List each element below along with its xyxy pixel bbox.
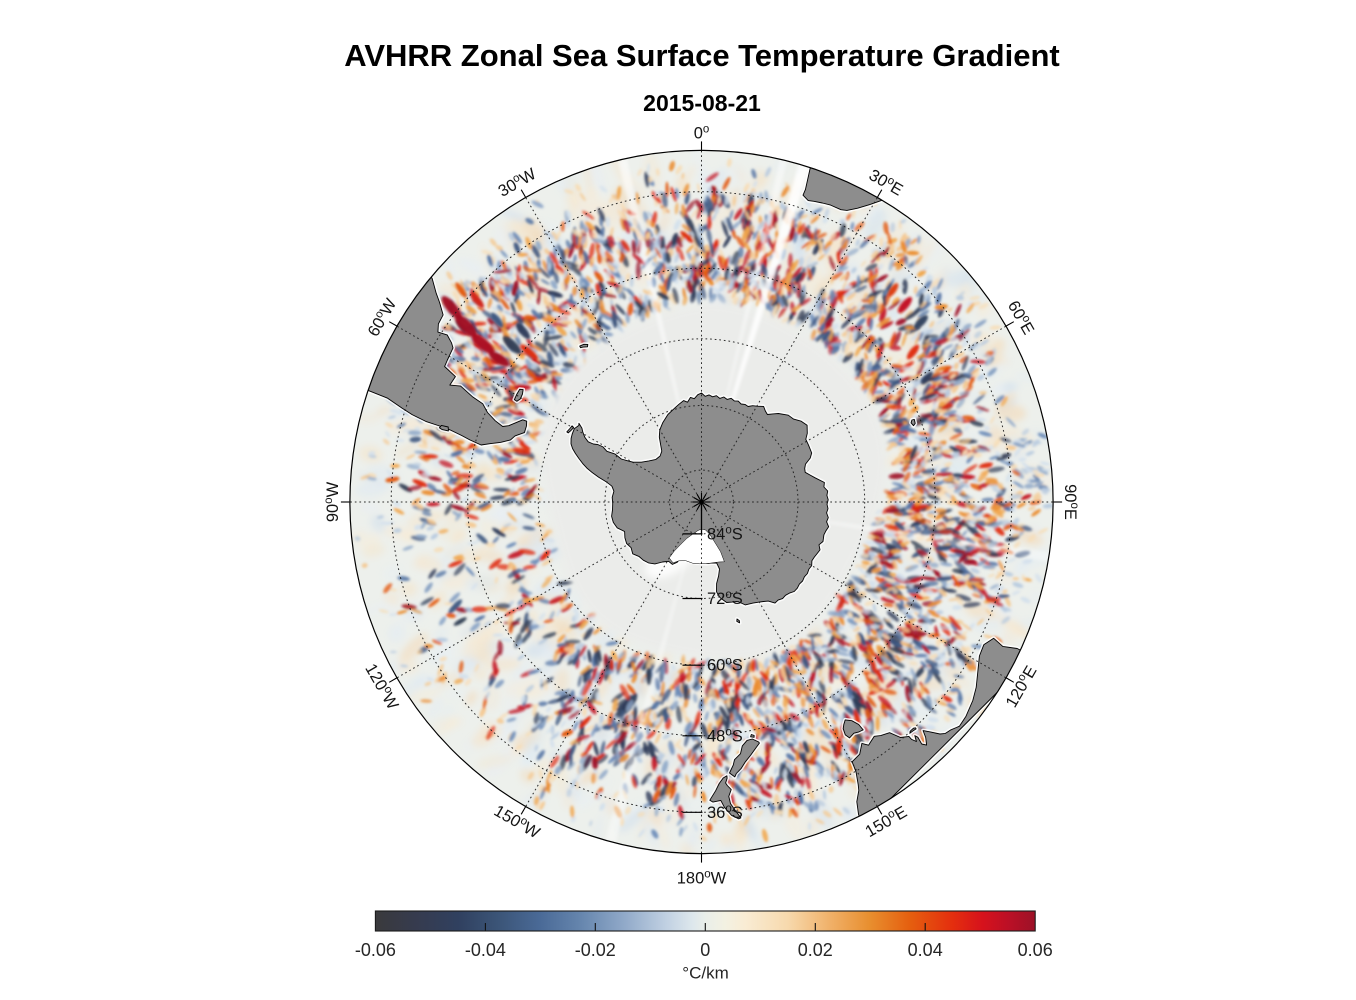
colorbar: -0.06 -0.04 -0.02 0 0.02 0.04 0.06 °C/km — [355, 910, 1053, 983]
colorbar-gradient — [375, 911, 1036, 931]
colorbar-tick-label: -0.06 — [355, 940, 396, 960]
colorbar-tick-label: -0.02 — [575, 940, 616, 960]
colorbar-unit-label: °C/km — [682, 964, 728, 983]
parallel-72s — [604, 405, 799, 599]
land-south-shetlands — [566, 425, 575, 434]
colorbar-tick-labels: -0.06 -0.04 -0.02 0 0.02 0.04 0.06 — [355, 940, 1053, 960]
eddy-feature — [520, 344, 538, 360]
meridian-label-0: 0o — [694, 124, 710, 143]
eddy-feature — [490, 312, 504, 328]
eddy-feature — [887, 283, 899, 297]
eddy-feature — [470, 292, 484, 308]
meridian-120 — [701, 501, 1007, 679]
graticule-layer — [349, 150, 1054, 854]
land-australia — [851, 637, 1034, 827]
colorbar-tick-label: 0.02 — [798, 940, 833, 960]
parallel-label-84s: 84oS — [707, 524, 743, 543]
eddy-feature — [454, 314, 478, 338]
parallel-label-36s: 36oS — [707, 803, 743, 822]
tick--150 — [520, 806, 526, 815]
land-falkland-islands — [513, 388, 524, 402]
eddy-feature — [502, 336, 522, 354]
polar-map: 0o30oE60oE90oE120oE150oE180oW150oW120oW9… — [323, 124, 1080, 888]
eddy-feature — [471, 334, 495, 354]
meridian--150 — [525, 501, 702, 807]
colorbar-ticks — [484, 923, 926, 931]
parallel-labels: 84oS 72oS 60oS 48oS 36oS — [682, 524, 743, 822]
meridian-60 — [701, 325, 1007, 503]
land-new-zealand-south — [729, 738, 760, 778]
tick-60 — [1006, 321, 1015, 327]
colorbar-tick-label: 0.06 — [1018, 940, 1053, 960]
parallel-36s — [390, 191, 1013, 813]
field-feature-layer — [441, 282, 933, 755]
colorbar-border — [374, 910, 1036, 932]
colorbar-tick-label: 0.04 — [908, 940, 943, 960]
meridian--30 — [525, 197, 702, 503]
land-south-georgia — [579, 343, 589, 349]
tick-150 — [877, 806, 883, 815]
ross-ice-shelf — [668, 528, 725, 565]
eddy-feature — [897, 296, 913, 314]
colorbar-tick-label: -0.04 — [465, 940, 506, 960]
land-stewart-island — [750, 734, 755, 738]
meridian-label-90: 90oE — [1061, 484, 1080, 520]
meridian-label-180: 180oW — [677, 869, 727, 888]
tick--120 — [388, 677, 397, 683]
colorbar-tick-label: 0 — [700, 940, 710, 960]
meridian--120 — [396, 501, 702, 679]
meridian-30 — [701, 197, 878, 503]
parallel-60s — [537, 338, 866, 666]
land-tasmania — [842, 719, 864, 739]
eddy-feature — [906, 344, 920, 360]
eddy-feature — [921, 371, 933, 385]
chart-title: AVHRR Zonal Sea Surface Temperature Grad… — [344, 38, 1059, 73]
chart-date: 2015-08-21 — [643, 90, 761, 116]
parallel-label-48s: 48oS — [707, 726, 743, 745]
swath — [605, 525, 696, 843]
eddy-feature — [441, 296, 463, 320]
tick-30 — [877, 189, 883, 198]
eddy-feature — [914, 315, 928, 329]
map-boundary-circle — [349, 149, 1054, 855]
parallel-label-60s: 60oS — [707, 656, 743, 675]
parallel-label-72s: 72oS — [707, 589, 743, 608]
meridian--60 — [396, 325, 702, 503]
meridian-ticks — [340, 141, 1063, 863]
eddy-feature — [488, 351, 510, 367]
land-new-zealand-north — [709, 775, 742, 820]
tick--60 — [388, 321, 397, 327]
swath — [617, 158, 697, 479]
meridian-label--90: 90oW — [323, 481, 342, 522]
eddy-feature — [835, 737, 843, 755]
meridian-150 — [701, 501, 878, 807]
land-kerguelen — [910, 418, 916, 427]
eddy-feature — [455, 282, 467, 298]
tick-120 — [1006, 677, 1015, 683]
eddy-feature — [515, 322, 531, 340]
tick--30 — [520, 189, 526, 198]
land-balleny — [736, 618, 741, 624]
land-chiloe — [438, 424, 449, 432]
parallel-48s — [467, 267, 936, 737]
eddy-feature — [833, 727, 839, 739]
